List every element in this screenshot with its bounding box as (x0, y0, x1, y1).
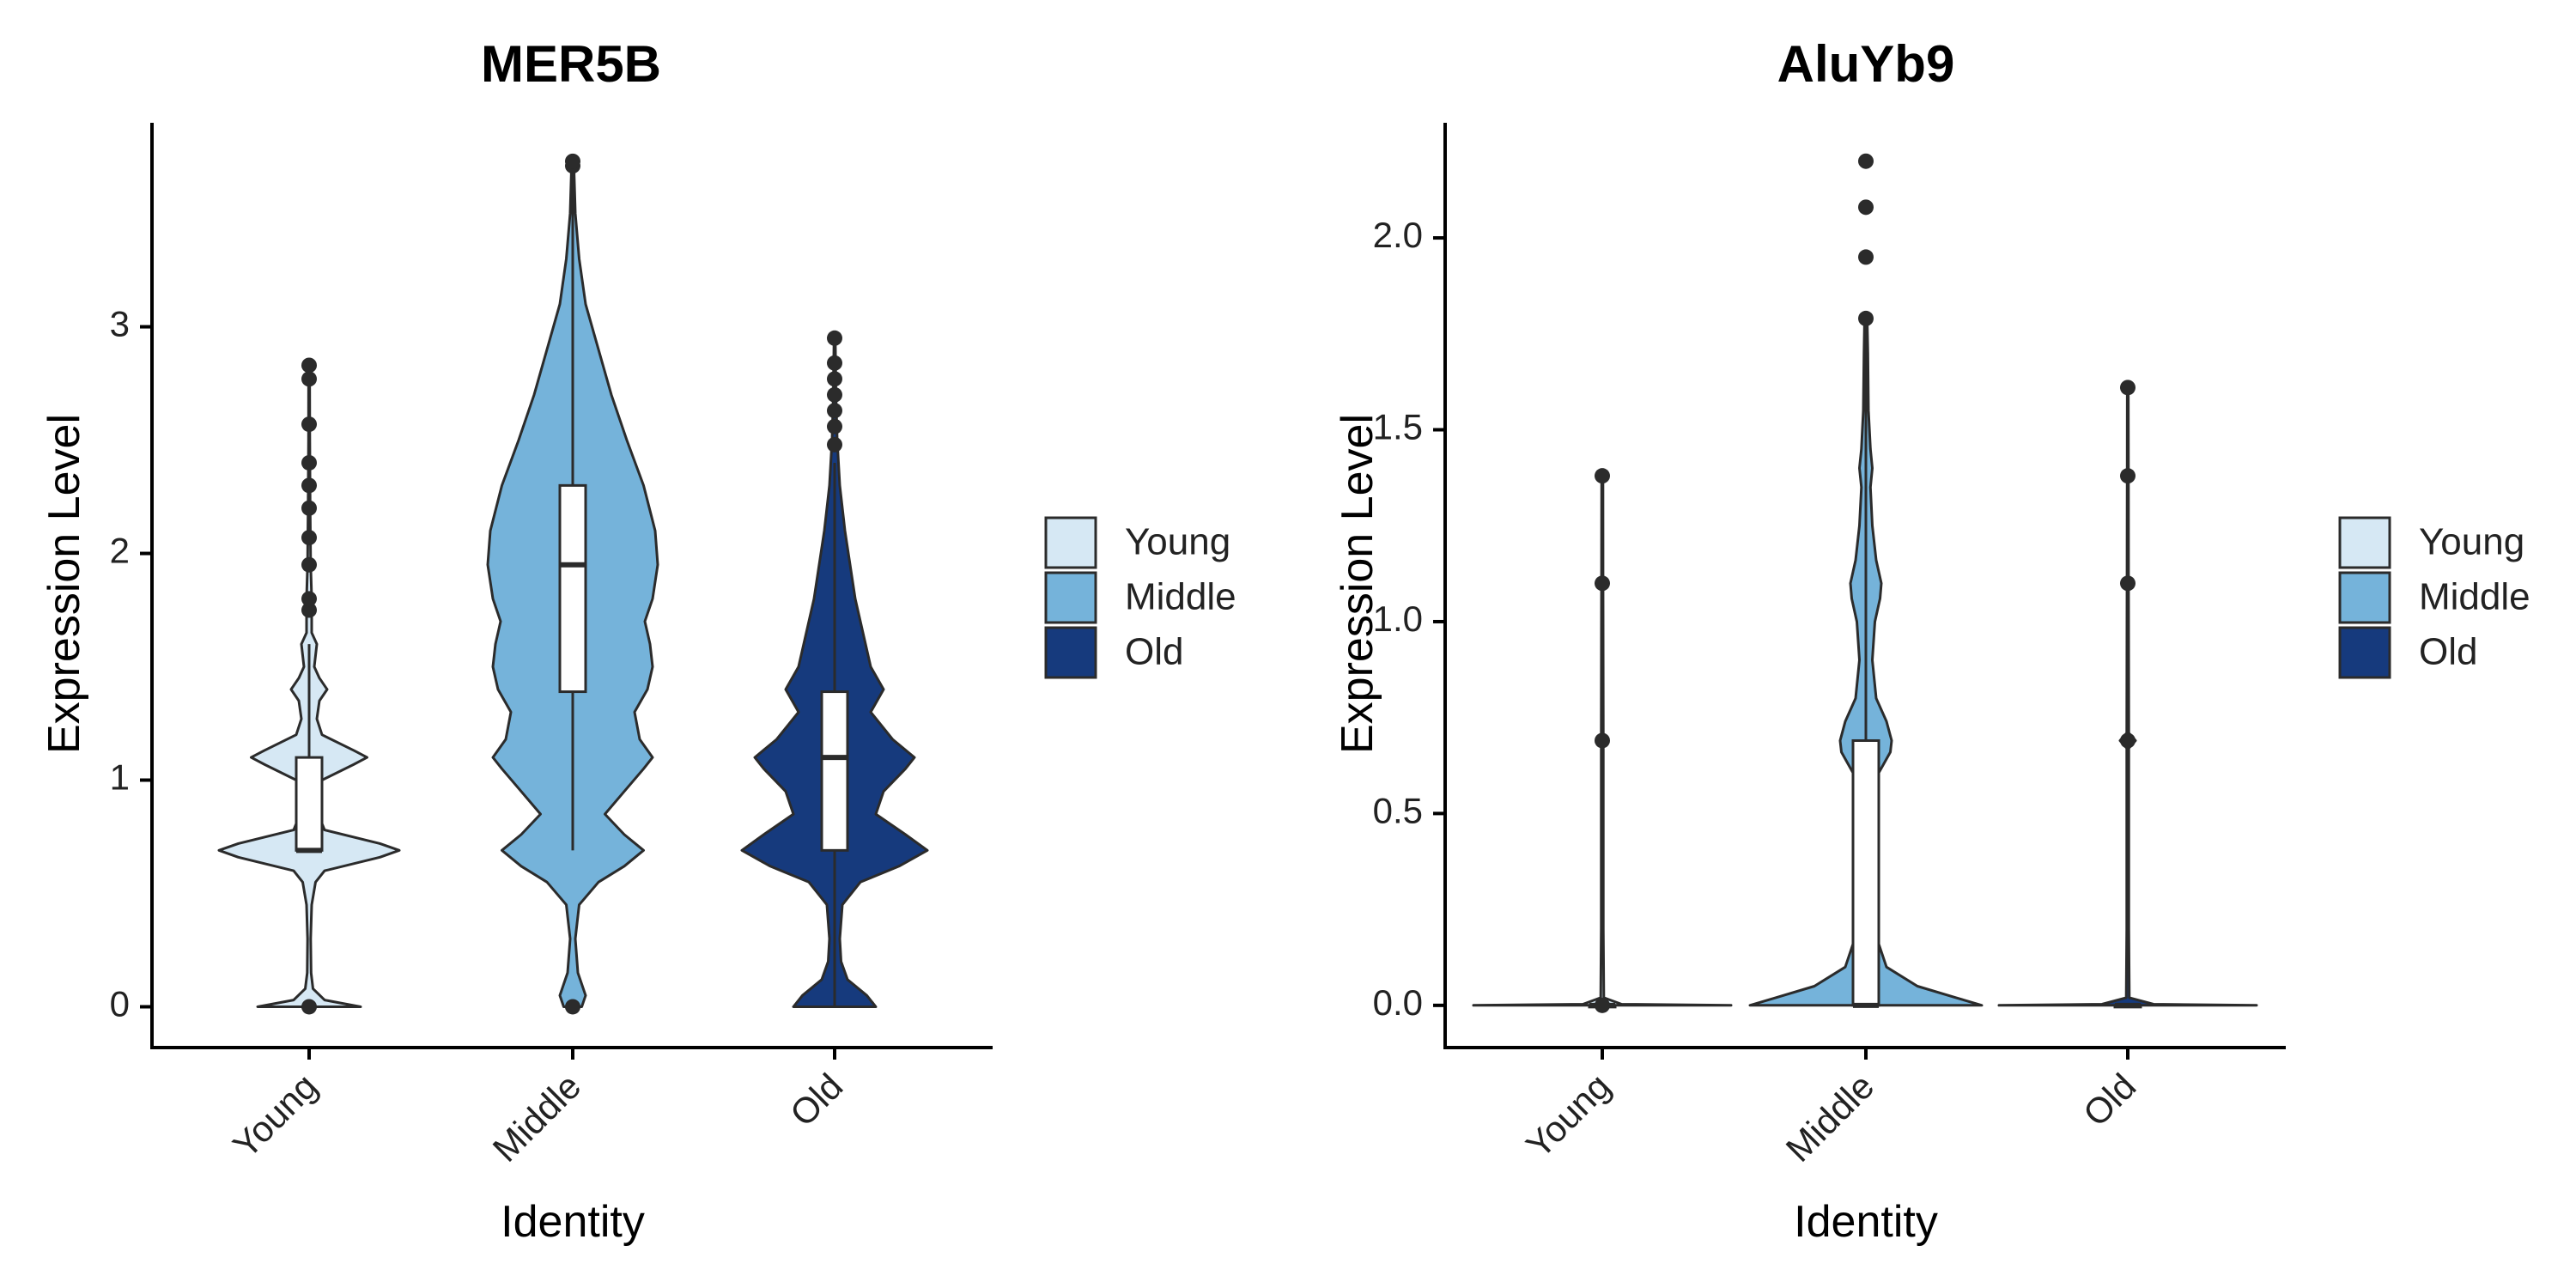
legend: Young Middle Old (2338, 516, 2530, 679)
box-middle (1851, 738, 1880, 1007)
box-middle (558, 483, 587, 694)
outlier-point-old (827, 386, 842, 403)
y-ticks: 0 1 2 3 (110, 304, 152, 1024)
outlier-point-young (301, 556, 317, 573)
outlier-point-young (301, 999, 317, 1015)
outlier-point-young (301, 477, 317, 494)
violin-group-old (740, 330, 929, 1008)
outlier-point-middle (1858, 199, 1874, 216)
legend-swatch-middle (1044, 571, 1097, 624)
legend-label-young: Young (2419, 521, 2524, 563)
x-tick-label: Old (2075, 1066, 2143, 1133)
outlier-point-young (1595, 997, 1610, 1013)
y-tick-label: 0.0 (1373, 982, 1423, 1023)
outlier-point-young (301, 500, 317, 516)
violin-group-middle (486, 153, 659, 1015)
outlier-point-middle (565, 999, 580, 1015)
y-tick-label: 0.5 (1373, 790, 1423, 830)
legend-swatch-young (2338, 516, 2391, 569)
outlier-point-old (827, 436, 842, 453)
violin-group-old (1997, 380, 2258, 1009)
y-axis-title: Expression Level (1333, 414, 1382, 754)
outlier-point-young (301, 454, 317, 471)
outlier-point-old (2120, 380, 2136, 396)
violin-group-middle (1748, 153, 1984, 1008)
outlier-point-middle (565, 153, 580, 169)
x-tick-label: Middle (485, 1066, 589, 1170)
outlier-point-young (301, 357, 317, 374)
legend-label-young: Young (1125, 521, 1230, 563)
legend-swatch-old (1044, 626, 1097, 679)
box-young (295, 756, 324, 852)
panel-title: AluYb9 (1777, 35, 1955, 93)
y-tick-label: 1.5 (1373, 407, 1423, 447)
box-old (820, 690, 849, 852)
outlier-point-middle (1858, 153, 1874, 169)
legend-swatch-old (2338, 626, 2391, 679)
x-ticks: Young Middle Old (225, 1048, 850, 1170)
outlier-point-old (2120, 575, 2136, 592)
outlier-point-young (1595, 575, 1610, 592)
legend: Young Middle Old (1044, 516, 1236, 679)
outlier-point-old (827, 418, 842, 434)
outlier-point-young (301, 602, 317, 618)
x-tick-label: Young (1518, 1066, 1618, 1165)
y-tick-label: 1.0 (1373, 598, 1423, 639)
legend-swatch-young (1044, 516, 1097, 569)
outlier-point-middle (1858, 310, 1874, 326)
y-tick-label: 0 (110, 984, 130, 1024)
y-tick-label: 2.0 (1373, 215, 1423, 255)
x-ticks: Young Middle Old (1518, 1048, 2143, 1170)
violin-group-young (217, 357, 401, 1015)
outlier-point-young (301, 371, 317, 387)
violins (1472, 153, 2258, 1013)
x-tick-label: Middle (1778, 1066, 1882, 1170)
y-axis-title: Expression Level (39, 414, 89, 754)
x-axis-title: Identity (501, 1197, 645, 1247)
violins (217, 153, 929, 1015)
y-tick-label: 3 (110, 304, 130, 344)
legend-label-middle: Middle (2419, 576, 2530, 618)
y-ticks: 0.0 0.5 1.0 1.5 2.0 (1373, 215, 1445, 1023)
x-tick-label: Old (782, 1066, 850, 1133)
x-axis-title: Identity (1794, 1197, 1938, 1247)
panel-mer5b: MER5B 0 1 2 3 Young Middle Old Identity Expre… (39, 35, 1236, 1247)
outlier-point-old (827, 355, 842, 371)
panel-aluyb9: AluYb9 0.0 0.5 1.0 1.5 2.0 Young Middle Old Id… (1333, 35, 2530, 1247)
outlier-point-old (2120, 732, 2136, 749)
outlier-point-middle (1858, 249, 1874, 265)
outlier-point-young (1595, 468, 1610, 484)
outlier-point-old (827, 403, 842, 419)
y-tick-label: 2 (110, 531, 130, 571)
x-tick-label: Young (225, 1066, 325, 1165)
violin-group-young (1472, 468, 1733, 1013)
outlier-point-old (827, 330, 842, 346)
legend-swatch-middle (2338, 571, 2391, 624)
panel-title: MER5B (481, 35, 661, 93)
outlier-point-young (301, 591, 317, 607)
legend-label-old: Old (2419, 631, 2477, 673)
outlier-point-young (301, 530, 317, 546)
legend-label-middle: Middle (1125, 576, 1236, 618)
outlier-point-old (827, 371, 842, 387)
outlier-point-old (2120, 468, 2136, 484)
outlier-point-young (1595, 732, 1610, 749)
outlier-point-young (301, 416, 317, 433)
legend-label-old: Old (1125, 631, 1183, 673)
y-tick-label: 1 (110, 757, 130, 798)
